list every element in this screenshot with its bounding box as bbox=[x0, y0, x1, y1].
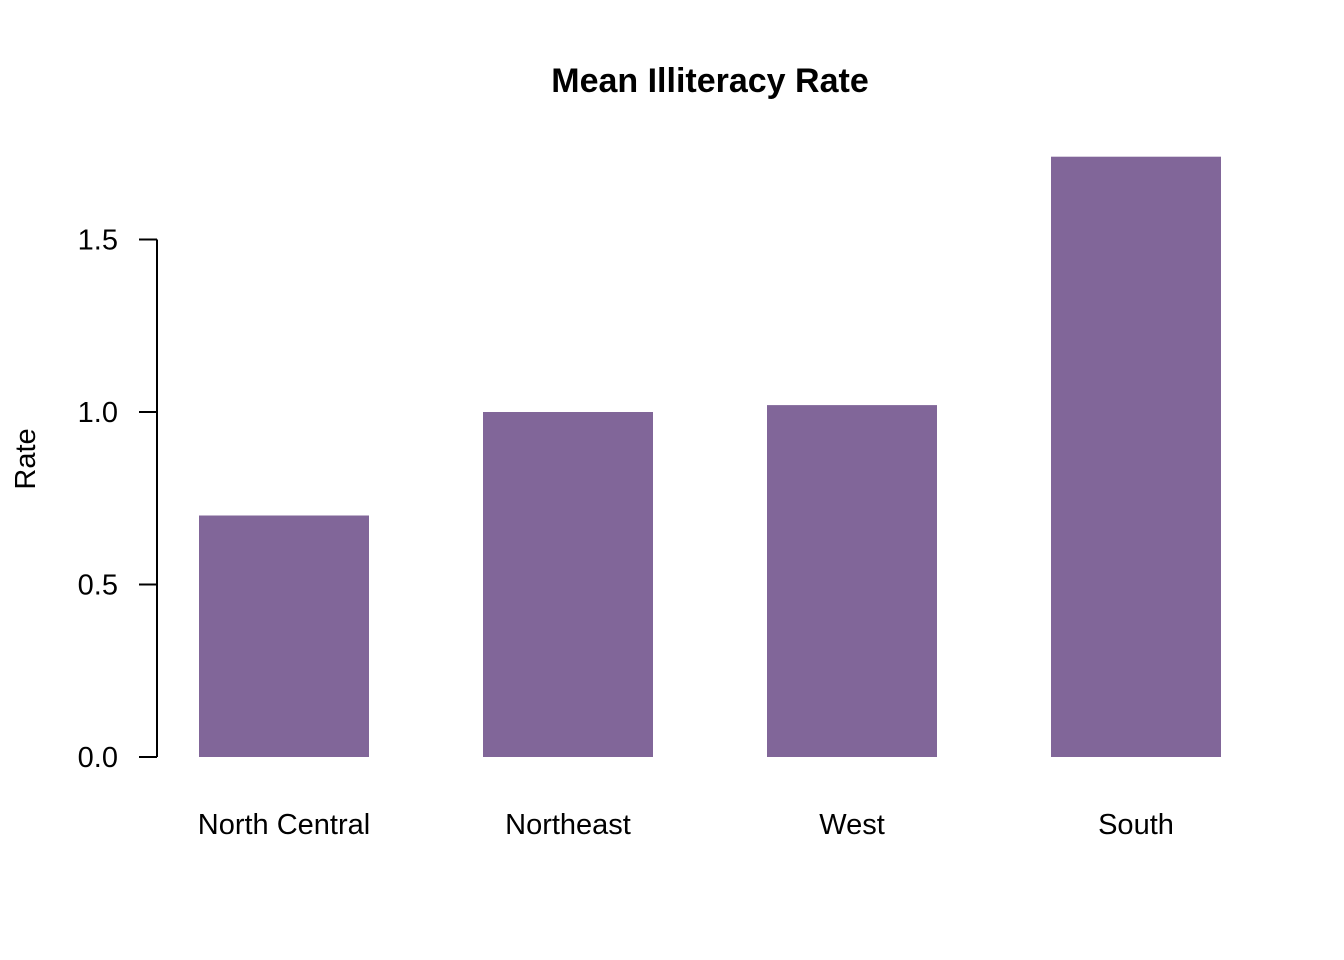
y-tick-label: 0.0 bbox=[78, 742, 118, 774]
x-tick-label: Northeast bbox=[505, 809, 631, 841]
y-axis: 0.0 0.5 1.0 1.5 bbox=[78, 225, 158, 774]
x-tick-label: North Central bbox=[198, 809, 370, 841]
bars bbox=[199, 156, 1221, 757]
bar-north-central bbox=[199, 515, 369, 757]
chart-title: Mean Illiteracy Rate bbox=[551, 62, 868, 100]
y-tick-label: 0.5 bbox=[78, 570, 118, 602]
bar-northeast bbox=[483, 412, 653, 757]
bar-south bbox=[1051, 156, 1221, 757]
y-tick-label: 1.5 bbox=[78, 225, 118, 257]
bar-west bbox=[767, 405, 937, 757]
x-axis-labels: North Central Northeast West South bbox=[198, 809, 1174, 841]
y-axis-label: Rate bbox=[10, 428, 42, 489]
x-tick-label: South bbox=[1098, 809, 1174, 841]
y-tick-label: 1.0 bbox=[78, 397, 118, 429]
x-tick-label: West bbox=[819, 809, 885, 841]
